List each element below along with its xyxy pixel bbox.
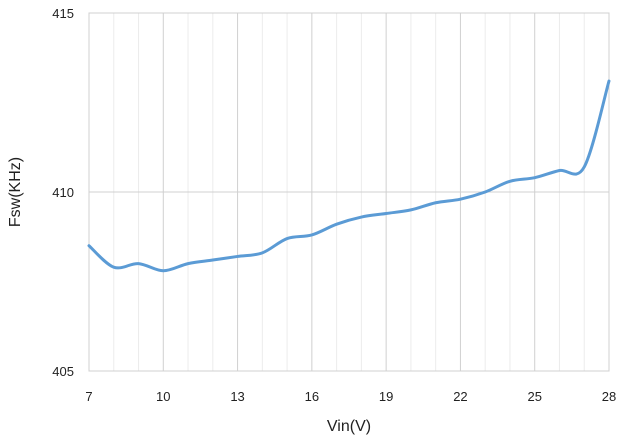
x-tick-label: 10 (156, 389, 170, 404)
x-tick-label: 16 (305, 389, 319, 404)
series-line (87, 79, 611, 273)
plot-area-border (88, 12, 610, 372)
x-tick-label: 25 (527, 389, 541, 404)
x-tick-label: 22 (453, 389, 467, 404)
y-axis-tick-labels: 405 410 415 (52, 6, 74, 379)
y-tick-label: 415 (52, 6, 74, 21)
grid (88, 12, 610, 372)
y-tick-label: 405 (52, 364, 74, 379)
y-axis-title: Fsw(KHz) (7, 157, 24, 227)
y-tick-label: 410 (52, 185, 74, 200)
x-tick-label: 28 (602, 389, 616, 404)
x-tick-label: 19 (379, 389, 393, 404)
x-tick-label: 7 (85, 389, 92, 404)
x-axis-tick-labels: 7 10 13 16 19 22 25 28 (85, 389, 616, 404)
x-tick-label: 13 (230, 389, 244, 404)
x-axis-title: Vin(V) (327, 418, 371, 435)
series-layer (87, 79, 611, 273)
